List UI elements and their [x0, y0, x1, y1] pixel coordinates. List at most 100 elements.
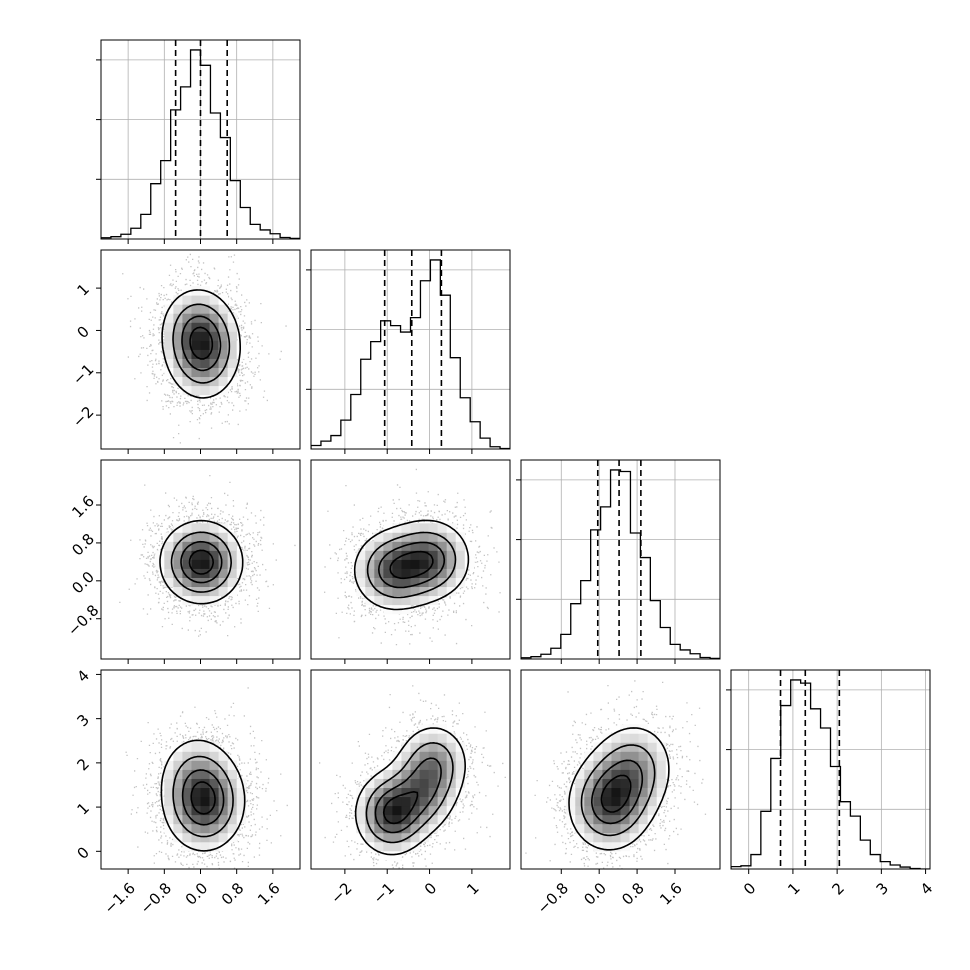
density-cell	[620, 814, 630, 825]
density-cell	[200, 832, 210, 843]
contour-line	[188, 549, 214, 575]
density-cell	[419, 823, 429, 834]
density-cell	[629, 805, 639, 816]
density-cell	[656, 751, 667, 761]
density-cell	[611, 814, 621, 825]
density-cell	[173, 805, 183, 816]
density-cell	[356, 559, 366, 569]
density-cell	[437, 541, 448, 551]
density-cell	[383, 532, 393, 542]
density-cell	[182, 349, 192, 359]
density-cell	[575, 796, 585, 807]
density-cell	[638, 769, 649, 779]
density-cell	[611, 832, 621, 843]
density-cell	[182, 295, 192, 305]
density-cell	[419, 778, 429, 788]
density-cell	[209, 523, 219, 533]
density-cell	[392, 823, 402, 834]
density-cell	[638, 814, 649, 825]
density-cell	[200, 331, 210, 341]
density-cell	[182, 367, 192, 378]
y-tick-label: 4	[73, 666, 92, 685]
density-cell	[611, 751, 621, 761]
density-cell	[620, 832, 630, 843]
density-cell	[410, 550, 420, 560]
density-cell	[566, 787, 576, 798]
density-cell	[455, 559, 466, 569]
density-cell	[410, 559, 420, 569]
density-cell	[200, 751, 210, 761]
density-cell	[164, 550, 174, 560]
density-cell	[602, 769, 612, 779]
y-tick-label: 2	[73, 755, 92, 774]
density-cell	[356, 823, 366, 834]
density-cell	[437, 568, 448, 578]
density-cell	[392, 832, 402, 843]
density-cell	[227, 322, 238, 332]
density-cell	[173, 796, 183, 807]
contour-line	[189, 326, 214, 360]
x-tick-label: 1.6	[254, 879, 284, 909]
density-cell	[209, 742, 219, 752]
density-cell	[209, 823, 219, 834]
x-tick-label: −0.8	[137, 879, 175, 917]
density-cell	[209, 376, 219, 387]
density-cell	[227, 559, 238, 569]
density-cell	[227, 778, 238, 788]
density-cell	[365, 550, 375, 560]
density-cell	[374, 805, 384, 816]
density-cell	[173, 760, 183, 770]
density-cell	[218, 586, 229, 597]
contour-line	[600, 774, 632, 813]
density-cell	[365, 832, 375, 843]
density-cell	[200, 367, 210, 378]
density-cell	[182, 823, 192, 834]
density-cell	[428, 595, 439, 606]
density-cell	[173, 577, 183, 588]
density-cell	[374, 550, 384, 560]
contour-line	[378, 541, 446, 589]
density-cell	[218, 367, 229, 378]
density-cell	[164, 760, 174, 770]
density-cell	[446, 769, 457, 779]
density-cell	[401, 805, 411, 816]
density-cell	[437, 787, 448, 798]
density-cell	[218, 769, 229, 779]
density-cell	[200, 385, 210, 396]
density-cell	[629, 778, 639, 788]
density-panel-1-0	[100, 249, 301, 450]
density-cell	[209, 769, 219, 779]
density-cell	[584, 760, 594, 770]
density-cell	[374, 595, 384, 606]
y-tick-label: 1	[73, 280, 92, 299]
density-cell	[164, 331, 174, 341]
contour-line	[365, 742, 454, 844]
density-cell	[647, 787, 658, 798]
density-cell	[446, 577, 457, 588]
density-cell	[437, 586, 448, 597]
density-cell	[209, 841, 219, 852]
histogram-panel-2	[516, 459, 721, 660]
density-cell	[356, 568, 366, 578]
y-tick-label: 0.8	[68, 530, 98, 560]
density-cell	[437, 805, 448, 816]
density-cell	[464, 559, 475, 569]
density-cell	[647, 796, 658, 807]
density-cell	[437, 550, 448, 560]
density-cell	[437, 523, 448, 533]
density-cell	[455, 760, 466, 770]
density-cell	[227, 349, 238, 359]
density-cell	[356, 577, 366, 588]
density-cell	[164, 349, 174, 359]
density-cell	[191, 286, 201, 296]
density-cell	[647, 742, 658, 752]
density-cell	[200, 787, 210, 798]
density-cell	[665, 760, 676, 770]
contour-line	[172, 303, 231, 384]
density-cell	[629, 751, 639, 761]
density-cell	[173, 586, 183, 597]
density-cell	[209, 577, 219, 588]
density-cell	[428, 796, 439, 807]
histogram-steps	[731, 679, 930, 869]
density-cell	[182, 769, 192, 779]
